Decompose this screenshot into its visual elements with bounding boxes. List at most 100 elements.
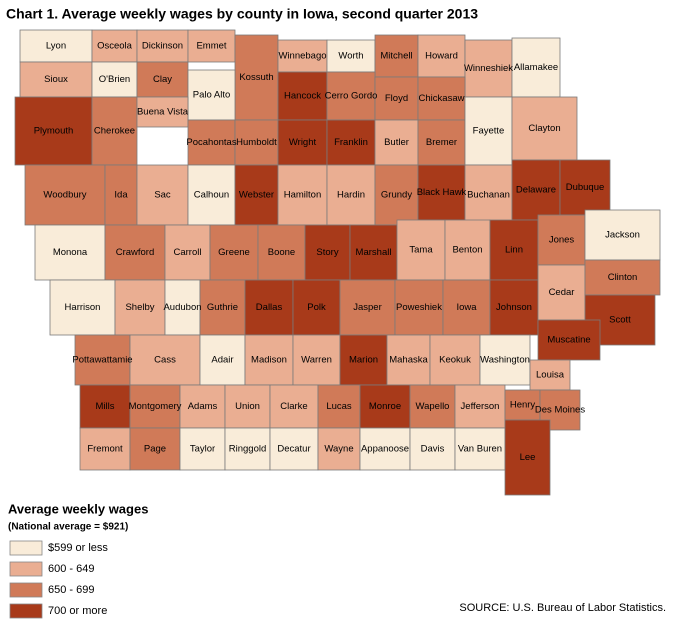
county (277, 71, 328, 121)
county-name: Dickinson (142, 41, 183, 52)
county (269, 384, 319, 429)
county-name: Ringgold (229, 444, 267, 455)
county (386, 334, 431, 386)
county (292, 334, 341, 386)
county-name: Humboldt (236, 137, 277, 148)
county-name: Keokuk (439, 355, 471, 366)
county-name: O'Brien (99, 74, 130, 85)
county-name: Story (316, 247, 338, 258)
legend: $599 or less 600 - 649 650 - 699 700 or mor… (9, 540, 108, 619)
county-name: Guthrie (207, 302, 238, 313)
county-name: Winneshiek (464, 63, 513, 74)
county-name: Franklin (334, 137, 368, 148)
county-name: Marion (349, 355, 378, 366)
legend-swatch (9, 540, 43, 556)
county-name: Dubuque (566, 182, 605, 193)
county (339, 279, 396, 336)
county (396, 219, 446, 281)
county (269, 427, 319, 471)
county (454, 427, 506, 471)
county (136, 61, 189, 98)
county-name: Mahaska (389, 355, 428, 366)
county (91, 96, 138, 166)
county (504, 389, 541, 421)
county-name: Clayton (528, 123, 560, 134)
county (374, 76, 419, 121)
county (359, 427, 411, 471)
county-name: Cedar (549, 287, 575, 298)
legend-swatch (9, 603, 43, 619)
county-name: Jackson (605, 230, 640, 241)
county-name: Tama (409, 245, 433, 256)
county-name: Des Moines (535, 405, 585, 416)
county (317, 384, 361, 429)
county-name: Poweshiek (396, 302, 442, 313)
county (511, 37, 561, 98)
county (79, 384, 131, 429)
county-name: Black Hawk (417, 187, 467, 198)
county (349, 224, 398, 281)
county-name: Butler (384, 137, 409, 148)
county-name: Van Buren (458, 444, 502, 455)
county (74, 334, 131, 386)
county-name: Winnebago (278, 51, 326, 62)
county-name: Adair (211, 355, 233, 366)
county (584, 209, 661, 261)
county (464, 96, 513, 166)
county (91, 29, 138, 63)
county-name: Boone (268, 247, 295, 258)
county-name: Scott (609, 315, 631, 326)
county (464, 39, 513, 98)
county (464, 164, 513, 226)
county (19, 29, 93, 63)
county-name: Cherokee (94, 126, 135, 137)
county-name: Polk (307, 302, 326, 313)
county-name: Hardin (337, 190, 365, 201)
county-name: Lyon (46, 41, 66, 52)
county (339, 334, 388, 386)
county-name: Jasper (353, 302, 382, 313)
county (179, 384, 226, 429)
county-name: Sioux (44, 74, 68, 85)
county (224, 427, 271, 471)
county (454, 384, 506, 429)
county-name: Davis (421, 444, 445, 455)
county-name: Ida (114, 190, 128, 201)
county-name: Kossuth (239, 72, 273, 83)
county-name: Monroe (369, 401, 401, 412)
county-name: Taylor (190, 444, 215, 455)
county-name: Decatur (277, 444, 310, 455)
county-name: Webster (239, 190, 274, 201)
legend-swatch (9, 561, 43, 577)
county (537, 319, 601, 361)
county (317, 427, 361, 471)
county-name: Page (144, 444, 166, 455)
county (277, 164, 328, 226)
county (417, 76, 466, 121)
county (24, 164, 106, 226)
county-name: Chickasaw (419, 93, 465, 104)
county (224, 384, 271, 429)
county (417, 164, 466, 221)
county-name: Cass (154, 355, 176, 366)
county (304, 224, 351, 281)
county (19, 61, 93, 98)
county-name: Cerro Gordo (325, 91, 378, 102)
county (584, 259, 661, 296)
county-name: Crawford (116, 247, 155, 258)
legend-title: Average weekly wages (8, 501, 148, 516)
county-name: Mills (96, 401, 115, 412)
county (136, 29, 189, 63)
county (511, 96, 578, 161)
county-name: Grundy (381, 190, 412, 201)
county (164, 224, 211, 281)
county-name: Clarke (280, 401, 307, 412)
county (559, 159, 611, 216)
county-name: Warren (301, 355, 332, 366)
county-name: Dallas (256, 302, 283, 313)
county-name: Fremont (87, 444, 123, 455)
county-name: Bremer (426, 137, 457, 148)
county-name: Pottawattamie (72, 355, 132, 366)
county-name: Calhoun (194, 190, 229, 201)
